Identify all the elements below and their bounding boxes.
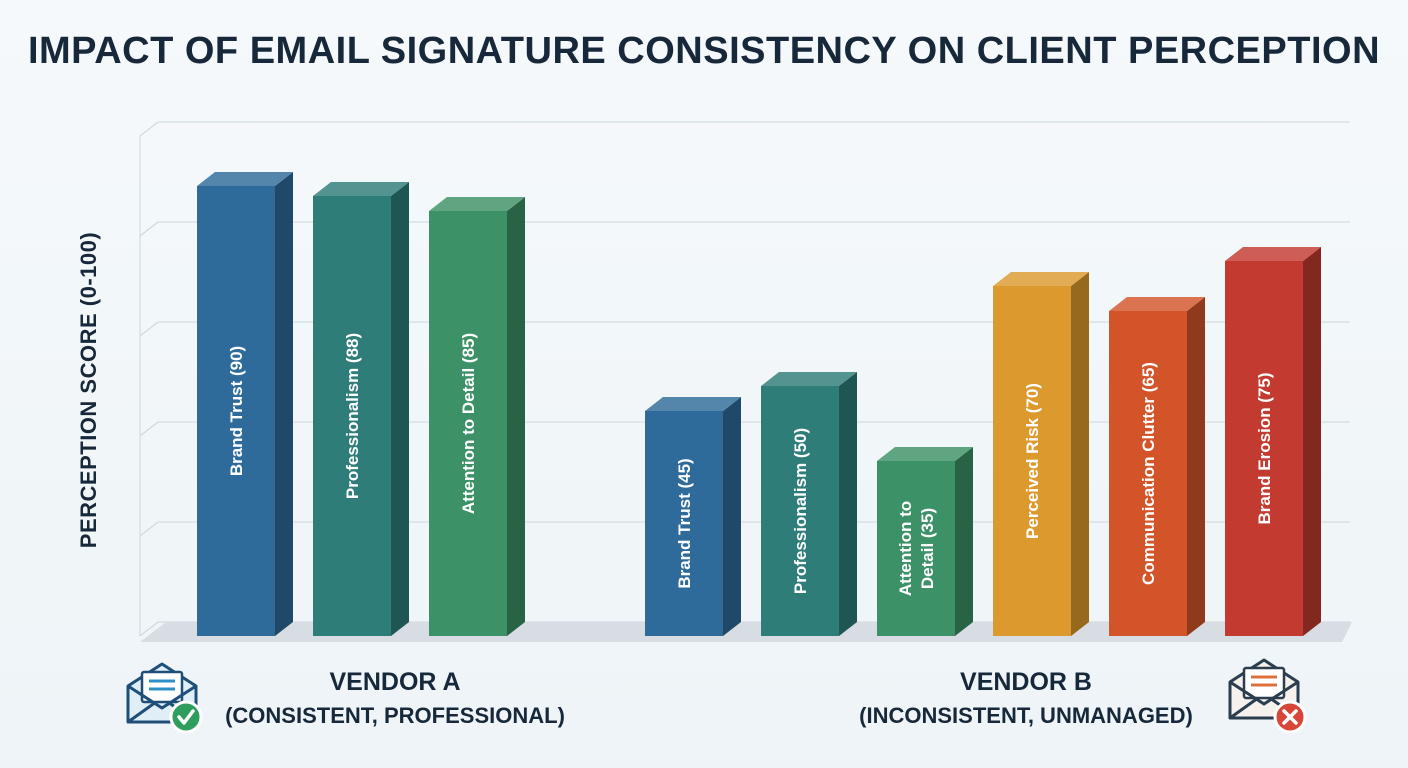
bar-top — [1225, 247, 1321, 261]
bar-label: Attention to Detail (35) — [896, 501, 937, 596]
group-label: VENDOR B — [960, 668, 1092, 696]
bar-label: Professionalism (50) — [791, 428, 810, 594]
group-sublabel: (CONSISTENT, PROFESSIONAL) — [225, 703, 565, 728]
bar: Brand Trust (90) — [197, 172, 293, 636]
bar-top — [429, 197, 525, 211]
bar-front — [993, 286, 1071, 636]
bar-front — [429, 211, 507, 636]
bar-label: Professionalism (88) — [343, 333, 362, 499]
bar-side — [839, 372, 857, 636]
gridline-side — [139, 521, 159, 537]
bar-label: Attention to Detail (85) — [459, 333, 478, 514]
bar-side — [723, 397, 741, 636]
bar-side — [507, 197, 525, 636]
bar: Professionalism (50) — [761, 372, 857, 636]
bar-front — [1109, 311, 1187, 636]
bar-side — [1303, 247, 1321, 636]
bar: Communication Clutter (65) — [1109, 297, 1205, 636]
chart-bars: Brand Trust (90) Professionalism (88) Atte… — [197, 172, 1321, 636]
bar-front — [313, 196, 391, 636]
gridline-side — [139, 621, 159, 637]
bar-label: Brand Trust (45) — [675, 458, 694, 588]
page-title: IMPACT OF EMAIL SIGNATURE CONSISTENCY ON… — [27, 30, 1381, 72]
bar: Attention to Detail (85) — [429, 197, 525, 636]
bar-front — [197, 186, 275, 636]
chart-group-labels: VENDOR A (CONSISTENT, PROFESSIONAL) VENDOR… — [225, 668, 1193, 728]
bar: Perceived Risk (70) — [993, 272, 1089, 636]
y-axis-label: PERCEPTION SCORE (0-100) — [76, 232, 101, 548]
bar-top — [645, 397, 741, 411]
bar: Attention to Detail (35) — [877, 447, 973, 636]
bar-top — [993, 272, 1089, 286]
bar: Brand Erosion (75) — [1225, 247, 1321, 636]
bar-label: Perceived Risk (70) — [1023, 383, 1042, 539]
bar-front — [877, 461, 955, 636]
bar-top — [1109, 297, 1205, 311]
bar-label: Brand Erosion (75) — [1255, 372, 1274, 524]
bar-front — [645, 411, 723, 636]
email-error-icon — [1228, 658, 1307, 734]
email-check-icon — [126, 662, 203, 734]
bar-side — [955, 447, 973, 636]
bar-side — [1071, 272, 1089, 636]
bar: Brand Trust (45) — [645, 397, 741, 636]
gridline-side — [139, 121, 159, 137]
group-sublabel: (INCONSISTENT, UNMANAGED) — [859, 703, 1193, 728]
bar-top — [313, 182, 409, 196]
gridline-side — [139, 421, 159, 437]
gridline-side — [139, 321, 159, 337]
bar-top — [197, 172, 293, 186]
gridline-side — [139, 221, 159, 237]
bar-top — [761, 372, 857, 386]
bar-side — [1187, 297, 1205, 636]
bar-front — [1225, 261, 1303, 636]
bar-side — [391, 182, 409, 636]
bar-label: Brand Trust (90) — [227, 346, 246, 476]
group-label: VENDOR A — [329, 668, 460, 696]
bar-side — [275, 172, 293, 636]
bar: Professionalism (88) — [313, 182, 409, 636]
bar-top — [877, 447, 973, 461]
bar-label: Communication Clutter (65) — [1139, 362, 1158, 585]
bar-front — [761, 386, 839, 636]
